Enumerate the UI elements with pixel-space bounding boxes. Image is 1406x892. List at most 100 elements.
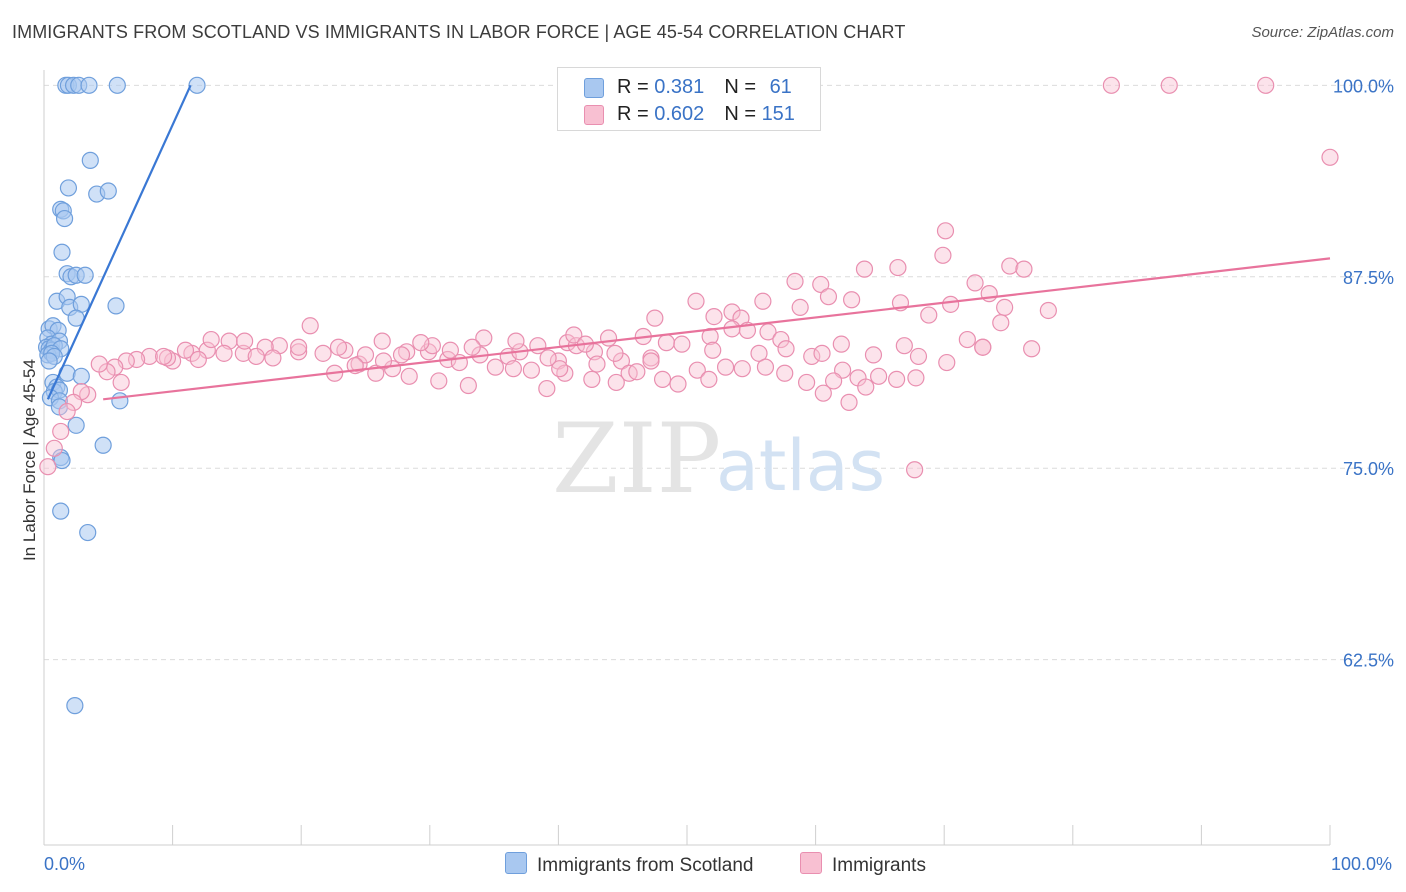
source-label: Source: ZipAtlas.com bbox=[1251, 24, 1394, 41]
point-immigrants bbox=[112, 373, 130, 392]
point-immigrants bbox=[996, 298, 1014, 317]
point-immigrants bbox=[504, 360, 522, 378]
bottom-legend-immigrants: Immigrants bbox=[800, 852, 926, 877]
point-immigrants bbox=[934, 246, 952, 264]
point-immigrants bbox=[776, 364, 794, 382]
x-tick-label: 0.0% bbox=[44, 854, 85, 874]
point-immigrants bbox=[825, 372, 843, 390]
legend-r-label: R = bbox=[617, 103, 655, 125]
point-immigrants bbox=[864, 346, 883, 364]
point-immigrants bbox=[920, 306, 938, 324]
stats-legend: R = 0.381 N = 61 R = 0.602 N = 151 bbox=[557, 67, 821, 131]
point-scotland bbox=[81, 151, 99, 169]
trendline-scotland bbox=[46, 84, 192, 400]
point-immigrants bbox=[642, 352, 660, 370]
legend-r-value: 0.602 bbox=[654, 103, 705, 125]
point-scotland bbox=[53, 451, 71, 470]
point-immigrants bbox=[688, 361, 706, 379]
point-immigrants bbox=[974, 338, 992, 356]
point-immigrants bbox=[777, 340, 795, 358]
point-scotland bbox=[66, 697, 84, 715]
point-scotland bbox=[55, 209, 74, 228]
point-scotland bbox=[40, 352, 58, 370]
point-immigrants bbox=[140, 347, 159, 366]
bottom-legend-label-scotland: Immigrants from Scotland bbox=[537, 855, 754, 876]
point-immigrants bbox=[215, 344, 233, 362]
point-immigrants bbox=[164, 352, 182, 370]
point-immigrants bbox=[290, 338, 308, 356]
point-immigrants bbox=[1015, 260, 1033, 278]
point-immigrants bbox=[750, 344, 768, 362]
point-immigrants bbox=[786, 272, 804, 290]
y-tick-label: 87.5% bbox=[1343, 268, 1394, 288]
point-immigrants bbox=[646, 309, 664, 327]
point-immigrants bbox=[398, 343, 416, 361]
legend-n-value: 61 bbox=[769, 76, 792, 98]
point-immigrants bbox=[832, 335, 850, 353]
point-immigrants bbox=[1001, 257, 1019, 275]
point-immigrants bbox=[772, 330, 790, 349]
trendlines bbox=[46, 84, 1331, 401]
point-immigrants bbox=[704, 341, 722, 359]
point-scotland bbox=[67, 416, 85, 434]
point-immigrants bbox=[565, 326, 583, 344]
point-immigrants bbox=[723, 303, 741, 321]
point-immigrants bbox=[1321, 148, 1339, 166]
point-immigrants bbox=[673, 335, 691, 353]
point-immigrants bbox=[374, 352, 393, 370]
point-scotland bbox=[53, 243, 71, 261]
point-immigrants bbox=[52, 422, 70, 441]
point-immigrants bbox=[459, 376, 477, 395]
point-immigrants bbox=[599, 329, 618, 347]
point-immigrants bbox=[888, 370, 906, 388]
watermark-atlas: atlas bbox=[716, 425, 885, 507]
point-scotland bbox=[79, 523, 97, 542]
point-scotland bbox=[99, 182, 117, 200]
point-immigrants bbox=[606, 344, 624, 362]
point-immigrants bbox=[234, 344, 252, 362]
point-immigrants bbox=[486, 358, 504, 376]
point-immigrants bbox=[733, 360, 751, 378]
point-immigrants bbox=[1257, 76, 1275, 94]
point-immigrants bbox=[176, 341, 195, 359]
point-immigrants bbox=[329, 338, 348, 356]
point-immigrants bbox=[1023, 340, 1041, 358]
y-tick-label: 75.0% bbox=[1343, 459, 1394, 479]
point-immigrants bbox=[942, 295, 960, 313]
y-tick-label: 100.0% bbox=[1333, 76, 1394, 96]
point-scotland bbox=[76, 266, 94, 284]
bottom-legend-scotland: Immigrants from Scotland bbox=[505, 852, 753, 877]
point-immigrants bbox=[1160, 76, 1178, 94]
point-immigrants bbox=[507, 332, 525, 350]
legend-n-label: N = bbox=[724, 103, 762, 125]
point-immigrants bbox=[90, 355, 108, 373]
point-immigrants bbox=[475, 329, 493, 347]
point-immigrants bbox=[412, 334, 430, 352]
chart-title: IMMIGRANTS FROM SCOTLAND VS IMMIGRANTS I… bbox=[12, 22, 906, 42]
point-immigrants bbox=[843, 291, 861, 309]
axis-labels: 62.5% 75.0% 87.5% 100.0% 0.0% 100.0% In Labor … bbox=[20, 76, 1394, 874]
point-immigrants bbox=[855, 260, 874, 278]
point-immigrants bbox=[840, 393, 858, 411]
point-immigrants bbox=[1102, 76, 1120, 94]
point-scotland bbox=[94, 436, 112, 454]
point-immigrants bbox=[907, 369, 925, 387]
point-immigrants bbox=[814, 384, 832, 402]
point-immigrants bbox=[441, 341, 459, 359]
point-scotland bbox=[80, 76, 98, 94]
axes bbox=[43, 70, 1331, 846]
point-immigrants bbox=[314, 344, 332, 362]
point-immigrants bbox=[705, 307, 723, 326]
point-scotland bbox=[108, 76, 126, 94]
point-immigrants bbox=[803, 347, 821, 366]
legend-r-value: 0.381 bbox=[654, 76, 705, 98]
point-immigrants bbox=[373, 332, 391, 350]
bottom-legend-label-immigrants: Immigrants bbox=[832, 855, 926, 876]
point-immigrants bbox=[687, 292, 705, 310]
point-scotland bbox=[111, 392, 129, 410]
point-immigrants bbox=[936, 222, 955, 240]
point-immigrants bbox=[189, 350, 207, 369]
watermark: ZIP atlas bbox=[552, 403, 885, 515]
point-immigrants bbox=[522, 361, 540, 379]
